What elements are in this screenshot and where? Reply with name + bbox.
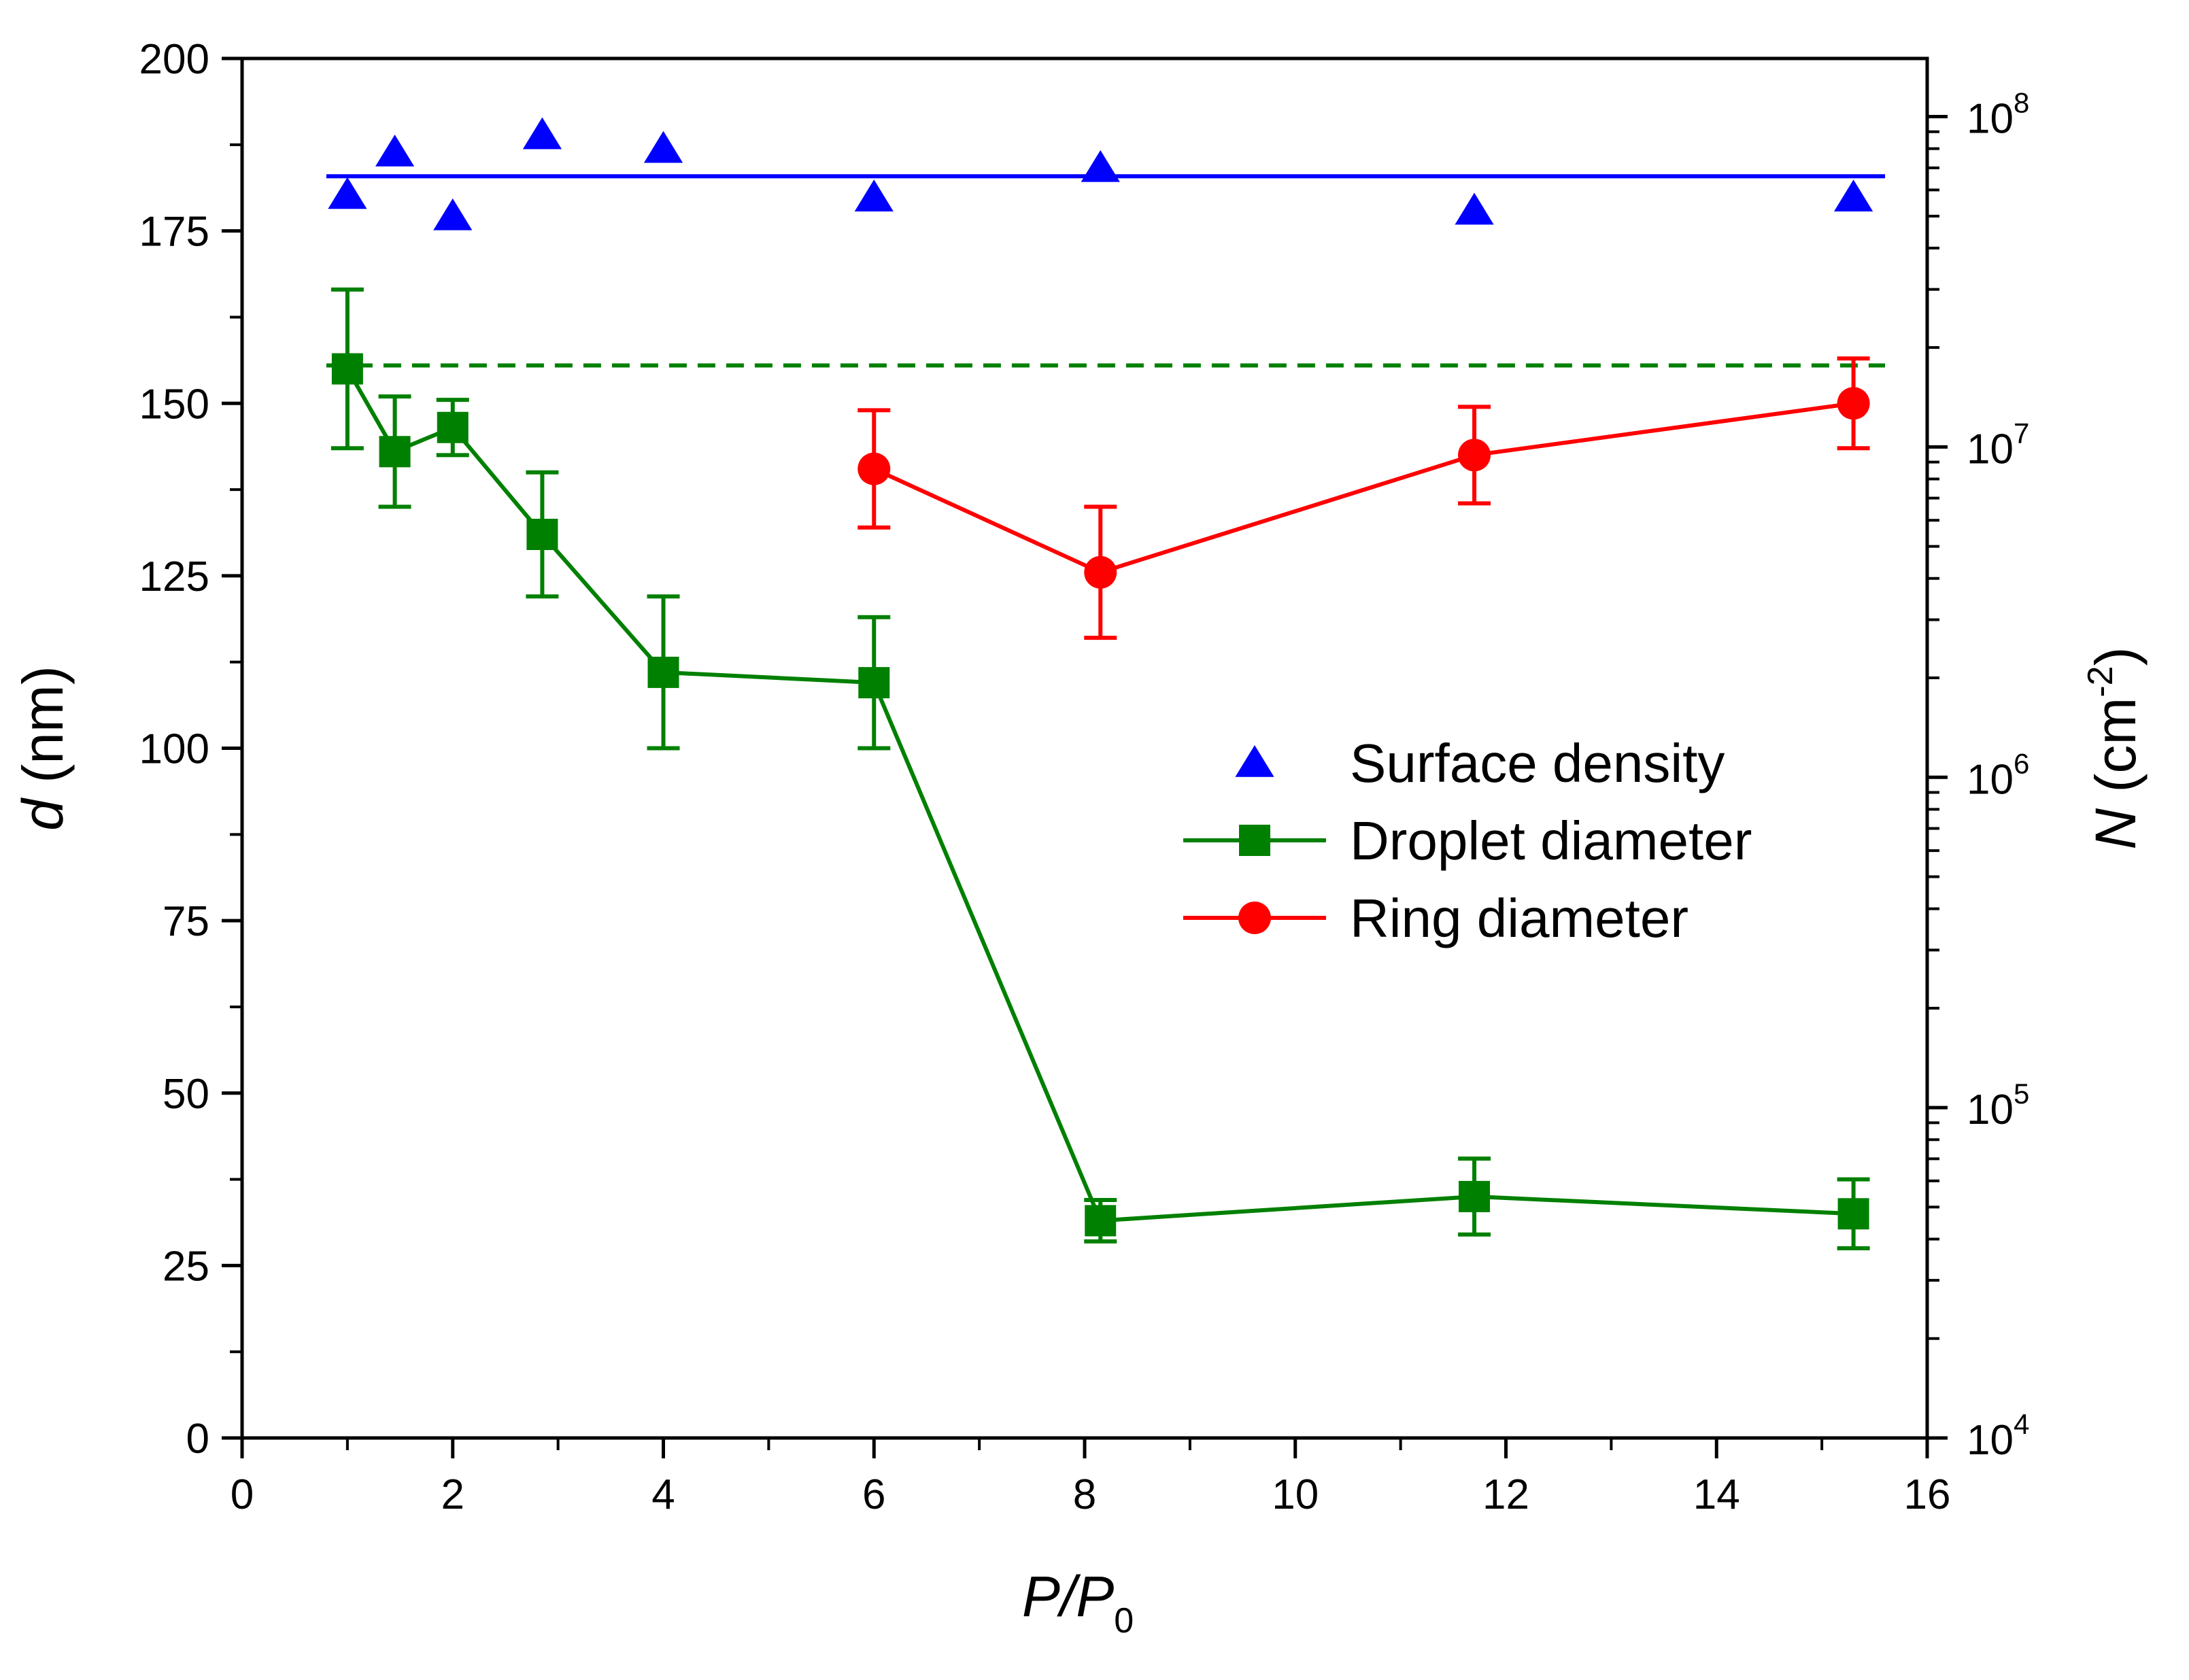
legend-item-ring-diameter: Ring diameter (1183, 888, 1689, 948)
y-left-tick-label: 75 (163, 898, 209, 945)
surface-density-point (522, 117, 562, 150)
x-axis-title-main: P/P (1022, 1564, 1114, 1628)
y-right-tick-base: 10 (1967, 426, 2014, 473)
x-tick-label: 2 (441, 1471, 464, 1518)
y-left-tick-label: 25 (163, 1243, 209, 1290)
ring-diameter-point (1084, 555, 1117, 589)
y-right-axis-title-superscript: -2 (2081, 666, 2120, 697)
legend-item-droplet-diameter: Droplet diameter (1183, 810, 1752, 871)
droplet-diameter-point (437, 411, 469, 443)
y-right-tick-label: 104 (1967, 1408, 2029, 1464)
y-right-axis-title-var: N (2084, 808, 2148, 850)
y-right-tick-exponent: 8 (2014, 87, 2029, 119)
x-tick-label: 10 (1272, 1471, 1319, 1518)
y-right-axis-title-unit: (cm (2084, 698, 2148, 808)
y-right-tick-base: 10 (1967, 96, 2014, 143)
y-right-tick-exponent: 6 (2014, 747, 2029, 779)
legend-marker-droplet-diameter (1239, 825, 1270, 856)
y-left-axis-title: d (nm) (11, 666, 75, 831)
ring-diameter-point (858, 452, 891, 485)
x-tick-label: 6 (862, 1471, 885, 1518)
y-left-tick-label: 125 (139, 553, 209, 600)
y-left-axis-title-unit: (nm) (11, 666, 75, 799)
x-tick-label: 16 (1904, 1471, 1951, 1518)
droplet-diameter-point (526, 519, 558, 551)
y-right-tick-exponent: 4 (2014, 1408, 2029, 1440)
x-tick-label: 14 (1693, 1471, 1740, 1518)
y-left-tick-label: 150 (139, 381, 209, 428)
legend-label-ring-diameter: Ring diameter (1350, 888, 1689, 948)
surface-density-point (1455, 192, 1494, 225)
y-right-tick-label: 107 (1967, 417, 2029, 473)
surface-density-point (328, 177, 367, 209)
ring-diameter-line (873, 401, 1854, 575)
y-right-tick-base: 10 (1967, 756, 2014, 803)
legend-marker-ring-diameter (1238, 902, 1271, 934)
ring-diameter-point (1458, 439, 1491, 472)
y-left-tick-label: 0 (186, 1416, 209, 1462)
surface-density-point (375, 134, 415, 167)
legend-label-surface-density: Surface density (1350, 733, 1725, 793)
x-tick-label: 12 (1482, 1471, 1529, 1518)
surface-density-series (328, 117, 1873, 230)
droplet-diameter-series (330, 287, 1870, 1251)
legend-item-surface-density: Surface density (1235, 733, 1725, 793)
y-left-tick-label: 175 (139, 209, 209, 256)
surface-density-point (1081, 150, 1120, 182)
y-right-tick-exponent: 7 (2014, 417, 2029, 449)
x-tick-label: 4 (651, 1471, 675, 1518)
legend-marker-surface-density (1235, 745, 1274, 777)
droplet-diameter-point (1837, 1198, 1869, 1230)
y-right-tick-label: 108 (1967, 87, 2029, 143)
y-left-tick-label: 100 (139, 726, 209, 773)
ring-diameter-point (1837, 387, 1870, 420)
droplet-diameter-point (1085, 1205, 1117, 1237)
droplet-diameter-point (647, 656, 679, 688)
surface-density-point (643, 131, 683, 163)
y-right-tick-label: 106 (1967, 747, 2029, 803)
surface-density-point (854, 179, 894, 211)
x-axis-title: P/P0 (1022, 1564, 1134, 1641)
surface-density-point (433, 198, 473, 230)
droplet-diameter-point (331, 353, 363, 385)
droplet-diameter-point (1459, 1180, 1491, 1212)
y-left-tick-label: 200 (139, 36, 209, 83)
ring-diameter-series (858, 356, 1870, 640)
y-right-tick-label: 105 (1967, 1078, 2029, 1133)
x-tick-label: 8 (1073, 1471, 1096, 1518)
y-right-tick-base: 10 (1967, 1417, 2014, 1464)
droplet-diameter-point (379, 436, 411, 468)
legend-label-droplet-diameter: Droplet diameter (1350, 810, 1752, 871)
y-right-axis-title: N (cm-2) (2081, 647, 2148, 849)
y-right-tick-base: 10 (1967, 1086, 2014, 1133)
droplet-diameter-point (858, 667, 890, 699)
y-right-axis-title-close: ) (2084, 647, 2148, 666)
y-right-tick-exponent: 5 (2014, 1078, 2029, 1110)
x-tick-label: 0 (231, 1471, 254, 1518)
x-axis-title-subscript: 0 (1114, 1601, 1134, 1641)
y-left-tick-label: 50 (163, 1071, 209, 1118)
surface-density-point (1833, 179, 1873, 211)
y-left-axis-title-var: d (11, 798, 75, 831)
